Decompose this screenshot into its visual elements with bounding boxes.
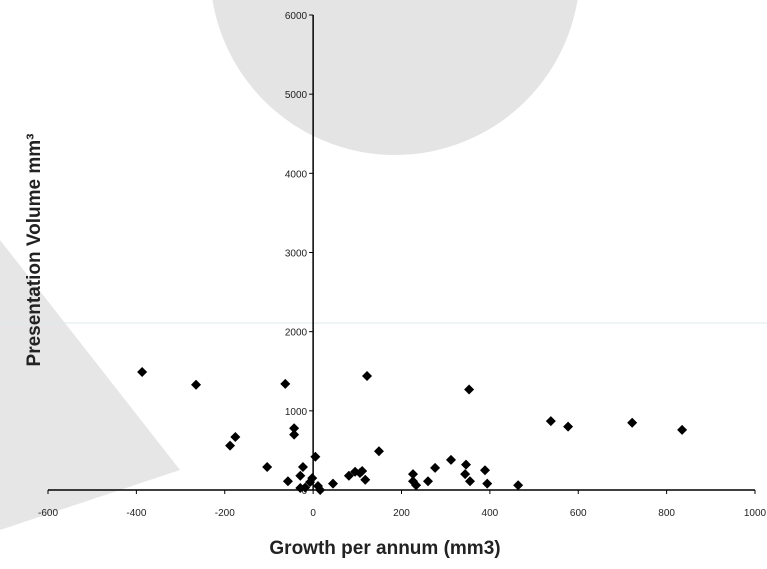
point [360,474,371,485]
y-tick-label: 2000 [285,328,308,339]
point [307,473,318,484]
x-tick-label: 1000 [744,508,767,519]
point [362,371,373,381]
point [280,378,291,389]
point [445,454,456,465]
point [407,469,418,480]
point [480,465,491,476]
plot-area: -600-400-2000200400600800100001000200030… [38,11,767,519]
background-triangle [0,240,180,530]
y-tick-label: 3000 [285,249,308,260]
point [430,462,441,473]
x-axis-label: Growth per annum (mm3) [269,538,500,559]
point [225,440,236,451]
x-tick-label: 400 [482,508,499,519]
point [262,462,273,473]
point [545,416,556,427]
point [295,483,306,494]
x-tick-label: 0 [310,508,316,519]
point [461,459,472,470]
x-tick-label: 800 [658,508,675,519]
x-tick-label: 200 [393,508,410,519]
point [460,469,471,480]
point [423,476,434,487]
point [563,421,574,432]
point [230,431,241,442]
point [310,451,321,462]
x-tick-label: -400 [126,508,146,519]
point [289,423,300,434]
point [315,485,326,495]
x-tick-label: -200 [215,508,235,519]
point [513,480,524,491]
point [373,446,384,457]
point [289,429,300,440]
point [191,379,202,390]
y-tick-label: 5000 [285,90,308,101]
point [295,470,306,481]
point [354,467,365,478]
point [464,384,475,395]
y-tick-label: 1000 [285,407,308,418]
point [411,480,422,491]
point [137,367,148,378]
point [328,478,339,489]
background-circle [212,0,578,155]
point [343,470,354,481]
point [677,424,688,435]
y-axis-label: Presentation Volume mm³ [24,134,45,367]
point [464,476,475,487]
point [482,478,493,489]
x-tick-label: 600 [570,508,587,519]
y-tick-label: 4000 [285,169,308,180]
point [282,476,293,487]
point [627,417,638,428]
y-tick-label: 6000 [285,11,308,22]
x-tick-label: -600 [38,508,58,519]
point [297,462,308,473]
